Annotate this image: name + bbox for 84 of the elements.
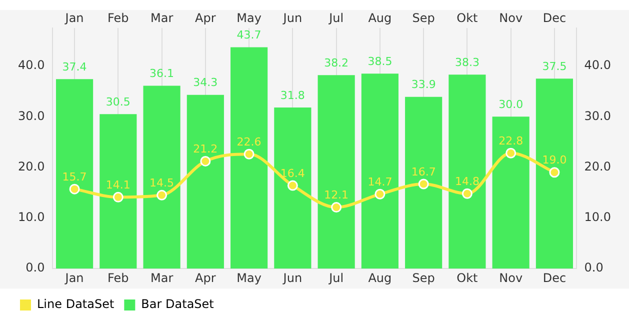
point <box>156 190 168 200</box>
x-tick-label: May <box>236 11 262 26</box>
point <box>549 167 560 178</box>
data-label: 43.7 <box>236 28 262 42</box>
y-tick-label: 0.0 <box>26 260 45 275</box>
bar <box>361 74 398 269</box>
point <box>112 192 124 202</box>
point <box>244 148 254 160</box>
bar <box>143 86 180 269</box>
point <box>200 156 211 166</box>
data-label: 14.5 <box>150 176 174 190</box>
bar <box>274 108 312 269</box>
category-label: Okt <box>456 270 478 285</box>
category-label: Jan <box>65 270 84 285</box>
data-label: 34.3 <box>193 76 218 90</box>
point <box>418 178 429 190</box>
data-label: 36.1 <box>150 67 174 80</box>
data-label: 21.2 <box>193 142 218 156</box>
y-tick-label: 40.0 <box>18 58 45 72</box>
data-label: 15.7 <box>62 170 87 184</box>
y2-tick-label: 10.0 <box>584 210 611 224</box>
data-label: 37.4 <box>62 60 87 74</box>
x-tick-label: Mar <box>150 11 174 26</box>
y2-tick-label: 0.0 <box>584 260 604 275</box>
data-label: 16.7 <box>411 165 436 178</box>
data-label: 38.5 <box>368 54 392 68</box>
y2-tick-label: 30.0 <box>584 108 611 123</box>
point <box>331 202 342 213</box>
data-label: 30.0 <box>498 98 524 111</box>
data-label: 14.8 <box>454 174 480 188</box>
category-label: May <box>236 270 262 285</box>
bar <box>186 94 224 269</box>
data-label: 38.2 <box>324 56 349 70</box>
point <box>506 148 516 158</box>
bar <box>492 116 530 269</box>
legend-label: Bar DataSet <box>141 297 214 312</box>
bar <box>100 114 137 269</box>
x-tick-label: Jul <box>328 11 344 26</box>
x-tick-label: Feb <box>108 11 129 26</box>
x-tick-label: Jun <box>282 11 302 26</box>
legend-label: Line DataSet <box>37 297 114 312</box>
data-label: 14.7 <box>368 176 392 188</box>
x-tick-label: Okt <box>456 11 478 26</box>
x-tick-label: Nov <box>499 11 523 26</box>
data-label: 22.6 <box>236 135 262 148</box>
point <box>462 188 472 199</box>
category-label: Apr <box>195 270 216 285</box>
bar <box>230 47 268 269</box>
y-tick-label: 10.0 <box>18 210 45 224</box>
x-tick-label: Aug <box>368 11 392 26</box>
data-label: 12.1 <box>324 188 349 202</box>
x-tick-label: Sep <box>412 11 435 26</box>
data-label: 38.3 <box>454 56 480 69</box>
x-tick-label: Apr <box>195 11 216 26</box>
point <box>287 180 298 191</box>
data-label: 16.4 <box>280 166 305 180</box>
data-label: 19.0 <box>542 154 567 167</box>
data-label: 22.8 <box>498 134 524 148</box>
category-label: Aug <box>368 270 392 285</box>
data-label: 14.1 <box>106 178 130 192</box>
x-tick-label: Dec <box>542 11 566 26</box>
category-label: Jul <box>329 270 344 285</box>
category-label: Mar <box>150 270 174 285</box>
y2-tick-label: 20.0 <box>584 159 611 174</box>
category-label: Sep <box>412 270 435 285</box>
x-tick-label: Jan <box>64 11 84 26</box>
data-label: 31.8 <box>280 88 305 102</box>
bar <box>448 74 486 269</box>
y-tick-label: 20.0 <box>18 159 45 174</box>
y2-tick-label: 40.0 <box>584 58 611 72</box>
data-label: 33.9 <box>411 78 436 92</box>
bar <box>536 78 574 269</box>
bar <box>318 75 355 269</box>
bar <box>56 79 94 269</box>
category-label: Jun <box>283 270 302 285</box>
data-label: 30.5 <box>106 95 130 108</box>
point <box>374 188 386 200</box>
bar <box>405 96 442 269</box>
y-tick-label: 30.0 <box>18 108 45 123</box>
category-label: Nov <box>499 270 523 285</box>
point <box>69 184 80 194</box>
category-label: Feb <box>108 270 129 285</box>
data-label: 37.5 <box>542 60 567 74</box>
category-label: Dec <box>542 270 566 285</box>
